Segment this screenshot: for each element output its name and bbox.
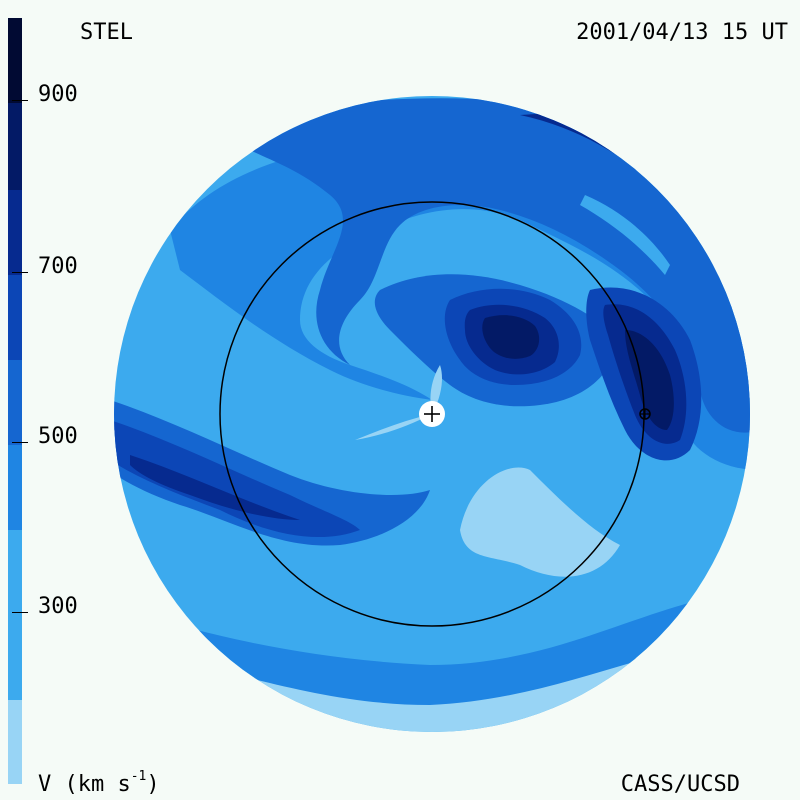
contour-right-blob-core [625,330,674,430]
colorbar-segment [8,360,22,445]
colorbar-segment [8,275,22,360]
contour-left-streak [114,400,430,546]
units-label: V (km s-1) [38,770,160,797]
colorbar-tick [12,272,28,273]
colorbar-segment [8,18,22,103]
colorbar-tick [12,612,28,613]
colorbar-tick [12,442,28,443]
contour-upper-band [250,98,750,433]
sun-marker-icon [419,401,445,427]
colorbar-segment [8,445,22,530]
units-suffix: ) [146,772,160,797]
units-prefix: V (km s [38,772,131,797]
colorbar-label-500: 500 [38,424,78,449]
colorbar-label-700: 700 [38,254,78,279]
contour-left-streak-dark [114,420,360,538]
source-label: STEL [80,20,133,45]
contour-central-blob-core [482,315,540,359]
colorbar-segment [8,103,22,190]
earth-marker-icon [639,408,651,420]
units-exponent: -1 [130,769,147,784]
contour-mid-lower-band [160,600,720,705]
velocity-colorbar: 900 700 500 300 [8,18,78,784]
contour-left-streak-darker [130,455,300,520]
contour-central-wedge [355,414,432,440]
colorbar-tick [12,100,28,101]
colorbar-label-300: 300 [38,594,78,619]
colorbar-segment [8,530,22,700]
colorbar-label-900: 900 [38,82,78,107]
colorbar-segment [8,700,22,784]
contour-edge-light-streak [580,195,670,275]
datetime-label: 2001/04/13 15 UT [576,20,788,45]
contour-light-patch [460,467,620,577]
credit-label: CASS/UCSD [620,772,740,797]
colorbar-segment [8,190,22,275]
